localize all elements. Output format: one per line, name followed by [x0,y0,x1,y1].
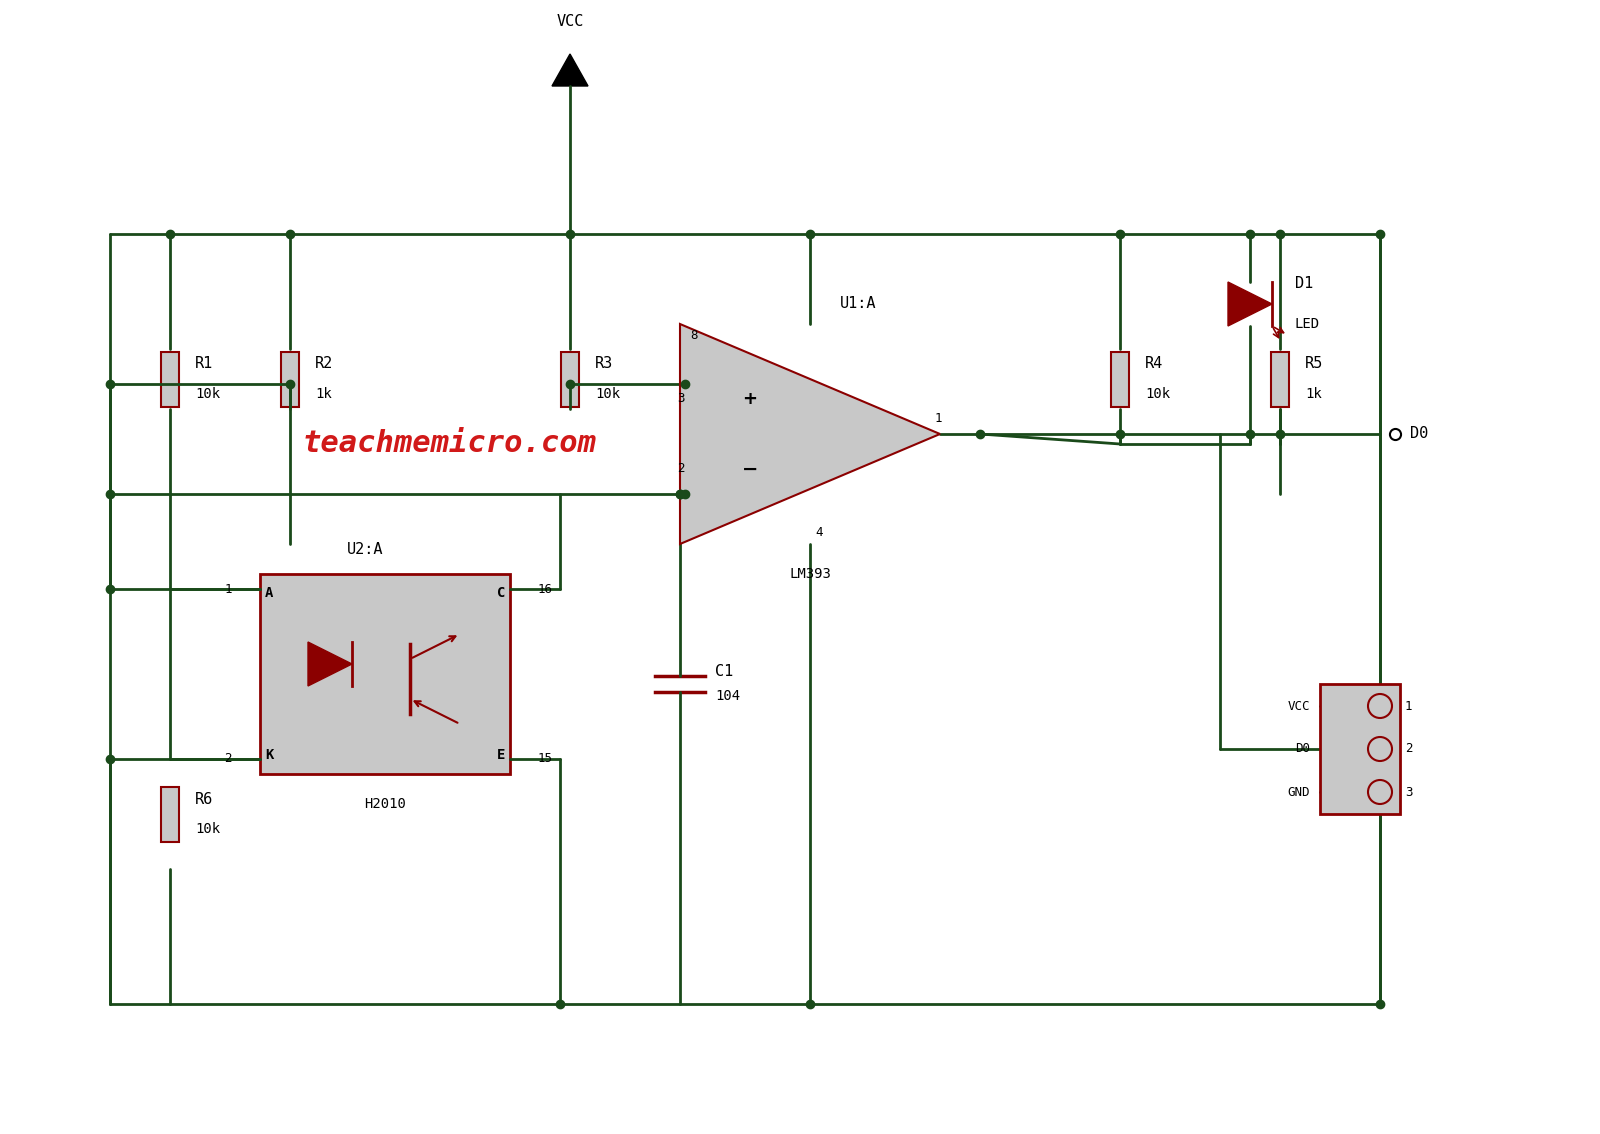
Text: U1:A: U1:A [840,296,877,312]
Text: −: − [742,459,758,479]
Text: 3: 3 [677,392,685,406]
Text: E: E [496,748,506,762]
FancyBboxPatch shape [562,352,579,406]
Text: 4: 4 [814,526,822,539]
Text: LED: LED [1294,318,1320,331]
Text: 1: 1 [934,413,942,425]
Text: 1k: 1k [1306,387,1322,401]
Text: R3: R3 [595,356,613,372]
Text: 3: 3 [1405,786,1413,798]
Text: LM393: LM393 [789,567,830,581]
Text: U2:A: U2:A [347,542,384,557]
Text: R2: R2 [315,356,333,372]
Circle shape [1368,780,1392,804]
Text: D0: D0 [1294,743,1310,755]
Text: C: C [496,586,506,600]
Polygon shape [680,324,941,544]
Text: +: + [742,390,757,408]
Text: 1k: 1k [315,387,331,401]
Text: 1: 1 [224,583,232,595]
Text: 8: 8 [690,329,698,342]
Text: VCC: VCC [1288,700,1310,712]
Text: 10k: 10k [195,387,221,401]
Polygon shape [307,642,352,686]
Text: teachmemicro.com: teachmemicro.com [302,430,597,458]
Text: C1: C1 [715,665,733,679]
Text: H2010: H2010 [365,797,406,811]
Text: R5: R5 [1306,356,1323,372]
FancyBboxPatch shape [259,574,510,775]
Polygon shape [1229,282,1272,325]
Circle shape [1368,737,1392,761]
FancyBboxPatch shape [162,787,179,841]
Text: R4: R4 [1146,356,1163,372]
FancyBboxPatch shape [1320,684,1400,814]
FancyBboxPatch shape [1270,352,1290,406]
Text: 2: 2 [1405,743,1413,755]
FancyBboxPatch shape [1110,352,1130,406]
FancyBboxPatch shape [162,352,179,406]
Text: A: A [266,586,274,600]
Text: 104: 104 [715,689,741,703]
Text: 15: 15 [538,753,554,765]
Text: VCC: VCC [557,14,584,29]
Circle shape [1368,694,1392,718]
Text: 10k: 10k [1146,387,1170,401]
Text: D1: D1 [1294,277,1314,291]
Text: 1: 1 [1405,700,1413,712]
Text: K: K [266,748,274,762]
Text: R6: R6 [195,792,213,806]
Text: 10k: 10k [195,822,221,836]
FancyBboxPatch shape [282,352,299,406]
Text: 2: 2 [677,463,685,475]
Text: D0: D0 [1410,426,1429,441]
Text: GND: GND [1288,786,1310,798]
Text: 16: 16 [538,583,554,595]
Text: R1: R1 [195,356,213,372]
Polygon shape [552,54,589,86]
Text: 2: 2 [224,753,232,765]
Text: 10k: 10k [595,387,621,401]
